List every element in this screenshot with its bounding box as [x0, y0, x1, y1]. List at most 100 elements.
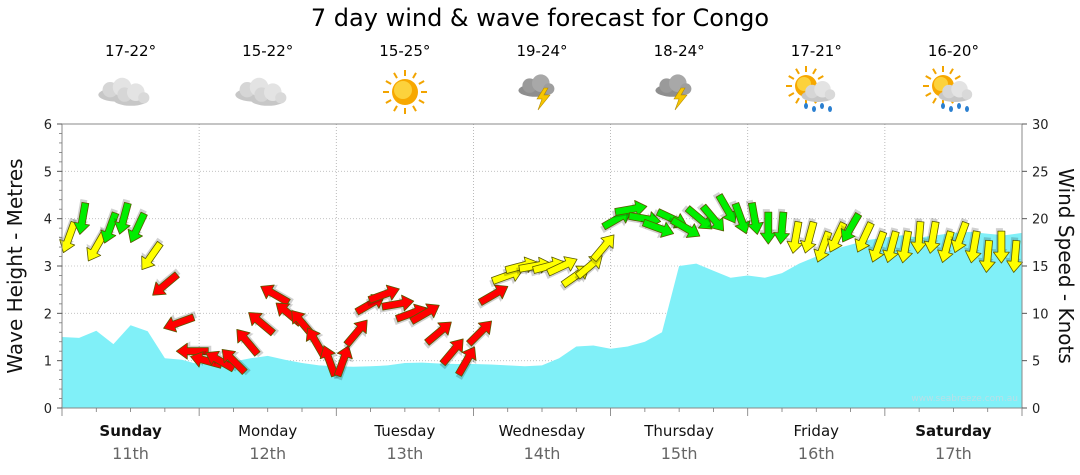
wind-arrow	[343, 319, 368, 351]
wind-arrow	[236, 329, 264, 358]
wind-arrow-head	[260, 284, 291, 306]
wind-arrow	[977, 237, 996, 273]
wind-arrow	[799, 217, 818, 254]
wind-arrow-head	[590, 234, 615, 263]
wind-arrow-head	[424, 321, 452, 346]
cloudy-icon	[218, 66, 318, 118]
left-tick-label: 3	[44, 260, 52, 275]
wind-arrow-head	[923, 220, 941, 254]
temperature-range: 17-22°	[105, 42, 157, 60]
wind-arrow-head	[786, 220, 804, 254]
wind-arrow-head	[546, 256, 578, 277]
wind-arrow	[544, 256, 578, 280]
day-date-label: 17th	[935, 444, 972, 463]
wind-arrow	[476, 284, 509, 309]
wind-arrow	[455, 346, 477, 380]
day-name-label: Thursday	[643, 422, 714, 440]
wind-arrow	[590, 234, 615, 266]
right-tick-label: 30	[1032, 118, 1049, 133]
wind-arrow-head	[319, 345, 339, 378]
wind-arrow	[152, 268, 181, 296]
wind-arrow-head	[141, 240, 164, 271]
wind-arrow-head	[381, 294, 415, 312]
wind-arrow	[465, 320, 493, 350]
wind-arrow-head	[100, 211, 120, 244]
right-tick-label: 10	[1032, 307, 1049, 322]
left-tick-label: 6	[44, 118, 52, 133]
wind-arrow-head	[641, 218, 675, 238]
axes: 0 1 2 3 4 5 6 0 5 10 15 20 25 30 Sunday 11th Monday 12th T…	[44, 118, 1049, 463]
wind-arrow	[1004, 237, 1024, 273]
day-weather: 15-22°	[218, 42, 318, 118]
temperature-range: 19-24°	[516, 42, 568, 60]
temperature-range: 15-22°	[242, 42, 294, 60]
right-tick-label: 25	[1032, 165, 1049, 180]
day-name-label: Wednesday	[499, 422, 586, 440]
wind-arrow	[963, 227, 982, 264]
right-tick-label: 15	[1032, 260, 1049, 275]
day-name-label: Friday	[794, 422, 840, 440]
wind-arrow-head	[773, 211, 790, 245]
wind-arrow-head	[466, 320, 493, 347]
day-name-label: Monday	[238, 422, 297, 440]
wind-arrow-head	[759, 211, 777, 245]
left-tick-label: 1	[44, 355, 52, 370]
wind-arrow-head	[175, 342, 209, 360]
wind-arrow	[745, 199, 764, 235]
wind-arrow-head	[747, 201, 764, 235]
day-weather: 16-20°	[903, 42, 1003, 118]
wind-arrow	[696, 203, 725, 232]
wind-arrow-head	[978, 239, 996, 273]
wind-arrow-head	[367, 284, 400, 304]
wind-arrow-head	[964, 230, 982, 264]
left-tick-label: 4	[44, 213, 52, 228]
temperature-range: 16-20°	[927, 42, 979, 60]
wave-height-area	[62, 231, 1022, 408]
right-tick-label: 5	[1032, 355, 1040, 370]
wind-arrow	[867, 227, 888, 263]
wind-arrow-head	[477, 284, 509, 306]
wind-arrow-head	[700, 203, 725, 232]
wind-arrow-head	[236, 329, 261, 357]
credit-text: www.seabreeze.com.au	[911, 394, 1018, 404]
wind-arrow-head	[114, 201, 132, 235]
wind-arrow-head	[993, 230, 1010, 264]
left-tick-label: 5	[44, 165, 52, 180]
wind-arrow-head	[127, 211, 148, 244]
wind-arrow	[439, 338, 464, 370]
wind-arrow	[333, 345, 354, 381]
wind-arrow	[248, 312, 279, 337]
wind-arrow-head	[840, 212, 863, 243]
sun-showers-icon	[766, 66, 866, 118]
wind-arrow	[127, 208, 148, 244]
day-date-label: 11th	[112, 444, 149, 463]
temperature-range: 15-25°	[379, 42, 431, 60]
wind-arrow-head	[854, 221, 875, 253]
wind-arrow-head	[221, 348, 248, 375]
temperature-range: 18-24°	[653, 42, 705, 60]
day-date-label: 15th	[661, 444, 698, 463]
wind-arrow	[113, 198, 132, 235]
wind-arrow	[638, 218, 675, 239]
left-tick-label: 2	[44, 307, 52, 322]
wind-arrow	[99, 208, 120, 244]
wind-arrow	[221, 348, 251, 376]
day-name-label: Tuesday	[373, 422, 435, 440]
wind-arrow	[379, 294, 415, 314]
wind-arrow-head	[439, 338, 464, 367]
day-date-label: 16th	[798, 444, 835, 463]
wind-arrow	[260, 284, 294, 306]
day-weather: 15-25°	[355, 42, 455, 118]
wind-arrow	[408, 303, 440, 328]
wind-arrow	[950, 217, 970, 254]
day-name-label: Sunday	[99, 422, 162, 440]
wind-arrow	[175, 341, 212, 360]
wind-arrow-head	[152, 271, 180, 296]
chart-title: 7 day wind & wave forecast for Congo	[310, 4, 770, 32]
wind-arrow	[936, 227, 955, 263]
wind-arrow	[423, 321, 452, 349]
wind-arrow	[163, 311, 197, 333]
wind-arrow-head	[73, 201, 91, 235]
day-weather: 17-22°	[81, 42, 181, 118]
wind-arrow-head	[937, 230, 955, 263]
